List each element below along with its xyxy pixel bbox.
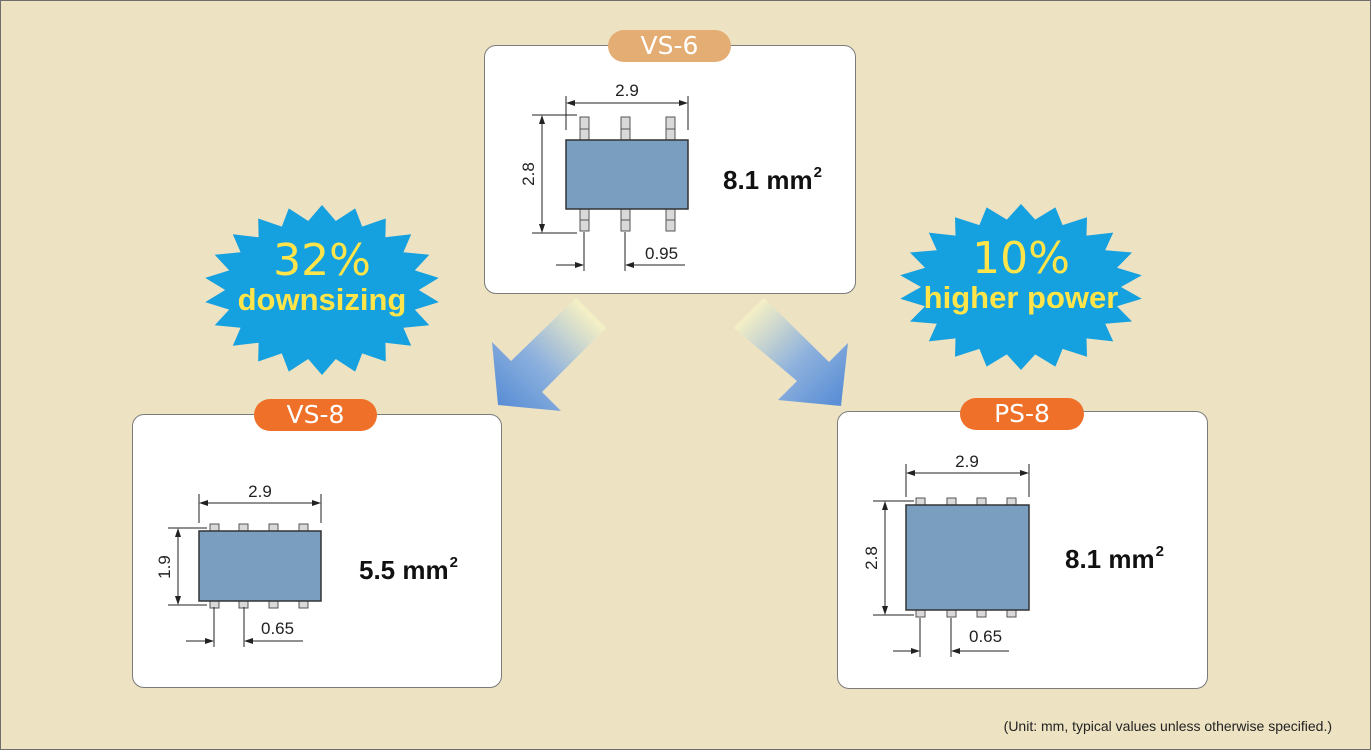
unit-footnote: (Unit: mm, typical values unless otherwi… <box>1003 718 1332 734</box>
vs6-chip-body <box>565 139 689 210</box>
ps8-height-label: 2.8 <box>862 546 881 570</box>
badge-higher-power: 10% higher power <box>899 237 1143 315</box>
ps8-chip-body <box>905 504 1030 611</box>
vs8-pitch-label: 0.65 <box>261 619 294 638</box>
vs6-width-label: 2.9 <box>615 81 639 100</box>
ps8-area-exponent: 2 <box>1155 543 1164 560</box>
vs8-width-label: 2.9 <box>248 482 272 501</box>
vs8-title-pill: VS-8 <box>254 399 377 431</box>
vs6-area-exponent: 2 <box>813 164 822 181</box>
package-card-vs8: 2.9 1.9 0.65 5.5 mm2 <box>132 414 502 688</box>
package-card-ps8: 2.9 2.8 0.65 8.1 mm2 <box>837 411 1208 689</box>
vs6-drawing: 2.9 2.8 0.95 <box>519 81 689 271</box>
ps8-area: 8.1 mm2 <box>1065 543 1164 575</box>
badge-downsizing: 32% downsizing <box>204 239 440 317</box>
ps8-title-pill: PS-8 <box>960 398 1084 430</box>
badge-downsizing-percent: 32% <box>273 235 371 286</box>
vs6-title-pill: VS-6 <box>608 30 731 62</box>
vs6-pitch-label: 0.95 <box>645 244 678 263</box>
badge-higher-power-caption: higher power <box>923 280 1119 315</box>
vs6-area: 8.1 mm2 <box>723 164 822 196</box>
vs6-area-value: 8.1 mm <box>723 165 813 195</box>
vs8-area: 5.5 mm2 <box>359 554 458 586</box>
badge-downsizing-caption: downsizing <box>237 282 407 317</box>
ps8-width-label: 2.9 <box>955 452 979 471</box>
vs8-height-label: 1.9 <box>155 555 174 579</box>
arrow-down-left <box>492 298 606 411</box>
arrow-down-right <box>734 298 848 406</box>
vs8-area-exponent: 2 <box>449 554 458 571</box>
starburst-right <box>900 204 1142 370</box>
vs8-chip-body <box>198 530 322 602</box>
starburst-left <box>205 205 439 375</box>
vs8-drawing: 2.9 1.9 0.65 <box>155 482 322 647</box>
ps8-drawing: 2.9 2.8 0.65 <box>862 452 1030 657</box>
package-card-vs6: 2.9 2.8 0.95 8.1 mm2 <box>484 45 856 294</box>
vs8-area-value: 5.5 mm <box>359 555 449 585</box>
vs6-height-label: 2.8 <box>519 162 538 186</box>
ps8-pitch-label: 0.65 <box>969 627 1002 646</box>
badge-higher-power-percent: 10% <box>972 233 1070 284</box>
ps8-area-value: 8.1 mm <box>1065 544 1155 574</box>
